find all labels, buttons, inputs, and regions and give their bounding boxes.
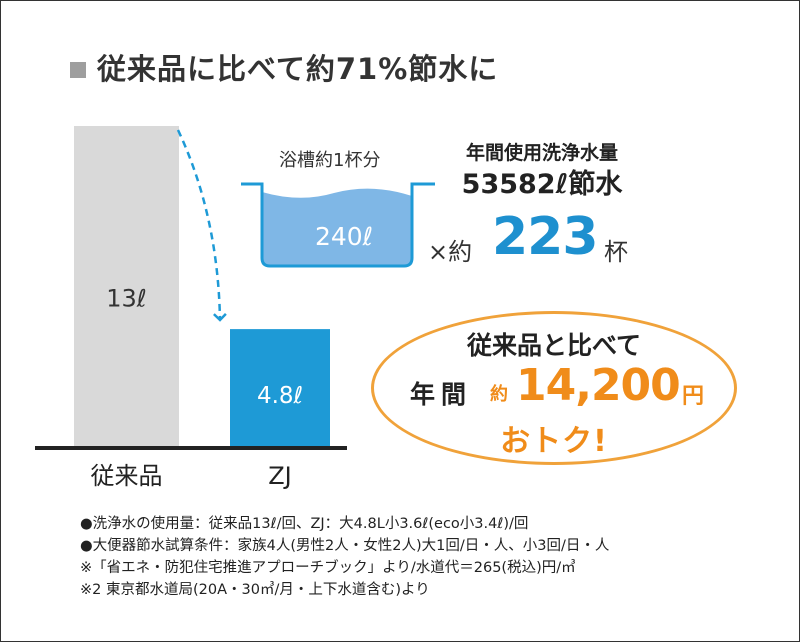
annual-water-label: 年間使用洗浄水量 — [465, 142, 618, 164]
times-value: 223 — [492, 207, 599, 267]
footnote: ※2 東京都水道局(20A・30㎥/月・上下水道含む)より — [80, 582, 430, 598]
comparison-arrow — [176, 129, 227, 322]
bathtub-outline — [241, 182, 435, 268]
savings-unit: 円 — [682, 384, 705, 409]
x-tick-label: 従来品 — [91, 462, 163, 490]
savings-deal-text: おトク! — [500, 424, 608, 459]
annual-water-savings: 53582ℓ節水 — [461, 169, 623, 200]
savings-yearly-label: 年間 — [410, 380, 473, 409]
bathtub-label: 浴槽約1杯分 — [279, 150, 381, 171]
footnote: ●大便器節水試算条件：家族4人(男性2人・女性2人)大1回/日・人、小3回/日・… — [80, 538, 610, 554]
bathtub-icon — [241, 182, 435, 268]
bar-value-label: 13ℓ — [106, 284, 146, 312]
x-tick-label: ZJ — [268, 462, 292, 490]
footnote: ●洗浄水の使用量：従来品13ℓ/回、ZJ：大4.8L小3.6ℓ(eco小3.4ℓ… — [80, 516, 529, 532]
bathtub-volume: 240ℓ — [314, 222, 374, 251]
savings-callout — [371, 311, 737, 465]
chart-title: 従来品に比べて約71%節水に — [97, 52, 499, 86]
times-unit: 杯 — [604, 238, 628, 266]
bar-1 — [74, 126, 179, 448]
title-square-icon — [70, 62, 86, 78]
bar-value-label: 4.8ℓ — [257, 383, 303, 409]
bathtub-water — [262, 188, 412, 266]
bar-2 — [230, 329, 330, 448]
savings-compare-text: 従来品と比べて — [466, 331, 641, 360]
savings-amount: 14,200 — [516, 360, 681, 411]
times-prefix: ×約 — [428, 238, 473, 266]
footnotes: ●洗浄水の使用量：従来品13ℓ/回、ZJ：大4.8L小3.6ℓ(eco小3.4ℓ… — [80, 513, 780, 601]
savings-approx: 約 — [490, 384, 508, 405]
footnote: ※「省エネ・防犯住宅推進アプローチブック」より/水道代＝265(税込)円/㎥ — [80, 560, 576, 576]
